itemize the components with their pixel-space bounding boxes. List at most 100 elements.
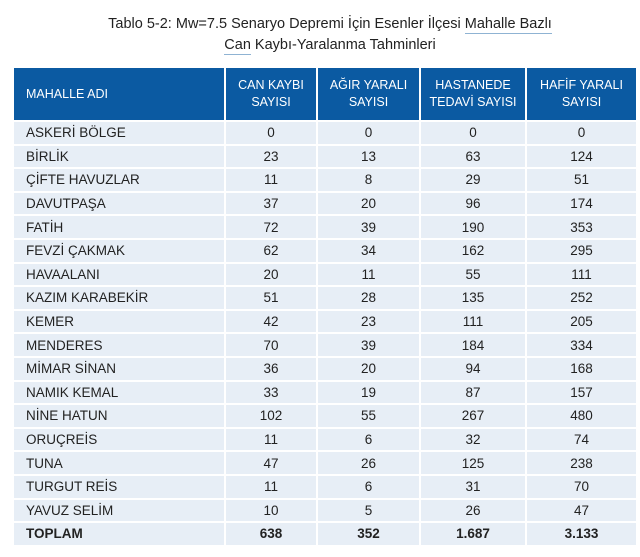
table-row: FATİH 72 39 190 353 bbox=[14, 214, 636, 239]
neighborhood-cell: MENDERES bbox=[14, 332, 225, 357]
value-cell: 70 bbox=[525, 473, 636, 499]
value-cell: 37 bbox=[224, 190, 317, 216]
column-header-text: SAYISI bbox=[348, 95, 389, 109]
value-cell: 0 bbox=[224, 120, 317, 145]
value-cell: 135 bbox=[419, 285, 526, 310]
total-row: TOPLAM 638 352 1.687 3.133 bbox=[14, 521, 636, 545]
column-header: AĞIR YARALI SAYISI bbox=[316, 68, 420, 121]
value-cell: 3.133 bbox=[525, 521, 636, 545]
value-cell: 55 bbox=[419, 261, 526, 287]
neighborhood-cell: ORUÇREİS bbox=[14, 426, 225, 452]
value-cell: 32 bbox=[419, 426, 526, 452]
value-cell: 20 bbox=[316, 355, 420, 381]
value-cell: 96 bbox=[419, 190, 526, 216]
value-cell: 102 bbox=[224, 403, 317, 428]
value-cell: 26 bbox=[316, 450, 420, 475]
table-row: KEMER 42 23 111 205 bbox=[14, 308, 636, 334]
value-cell: 125 bbox=[419, 450, 526, 475]
value-cell: 157 bbox=[525, 379, 636, 405]
table-row: YAVUZ SELİM 10 5 26 47 bbox=[14, 497, 636, 523]
column-header: CAN KAYBI SAYISI bbox=[224, 68, 317, 121]
table-row: ASKERİ BÖLGE 0 0 0 0 bbox=[14, 120, 636, 145]
value-cell: 252 bbox=[525, 285, 636, 310]
value-cell: 29 bbox=[419, 167, 526, 192]
value-cell: 28 bbox=[316, 285, 420, 310]
value-cell: 162 bbox=[419, 237, 526, 263]
value-cell: 184 bbox=[419, 332, 526, 357]
neighborhood-cell: MİMAR SİNAN bbox=[14, 355, 225, 381]
table-row: TURGUT REİS 11 6 31 70 bbox=[14, 473, 636, 499]
table-row: ORUÇREİS 11 6 32 74 bbox=[14, 426, 636, 452]
value-cell: 47 bbox=[224, 450, 317, 475]
value-cell: 23 bbox=[224, 143, 317, 169]
neighborhood-cell: HAVAALANI bbox=[14, 261, 225, 287]
column-header-text: HASTANEDE bbox=[435, 78, 511, 92]
value-cell: 174 bbox=[525, 190, 636, 216]
value-cell: 55 bbox=[316, 403, 420, 428]
neighborhood-cell: TUNA bbox=[14, 450, 225, 475]
caption-text-underlined: Mahalle Bazlı bbox=[464, 16, 552, 34]
value-cell: 0 bbox=[525, 120, 636, 145]
column-header-text: AĞIR YARALI bbox=[329, 78, 408, 92]
value-cell: 94 bbox=[419, 355, 526, 381]
table-row: BİRLİK 23 13 63 124 bbox=[14, 143, 636, 169]
table-header-row: MAHALLE ADI CAN KAYBI SAYISI AĞIR YARALI SAY… bbox=[14, 68, 636, 121]
value-cell: 353 bbox=[525, 214, 636, 239]
value-cell: 205 bbox=[525, 308, 636, 334]
neighborhood-cell: TOPLAM bbox=[14, 521, 225, 545]
value-cell: 62 bbox=[224, 237, 317, 263]
neighborhood-cell: FEVZİ ÇAKMAK bbox=[14, 237, 225, 263]
column-header-text: MAHALLE ADI bbox=[26, 86, 108, 101]
value-cell: 39 bbox=[316, 332, 420, 357]
table-row: KAZIM KARABEKİR 51 28 135 252 bbox=[14, 285, 636, 310]
value-cell: 19 bbox=[316, 379, 420, 405]
value-cell: 26 bbox=[419, 497, 526, 523]
value-cell: 480 bbox=[525, 403, 636, 428]
value-cell: 33 bbox=[224, 379, 317, 405]
value-cell: 13 bbox=[316, 143, 420, 169]
caption-text-underlined: Can bbox=[224, 37, 251, 55]
value-cell: 31 bbox=[419, 473, 526, 499]
value-cell: 11 bbox=[224, 473, 317, 499]
value-cell: 11 bbox=[224, 426, 317, 452]
neighborhood-cell: KEMER bbox=[14, 308, 225, 334]
value-cell: 47 bbox=[525, 497, 636, 523]
column-header-text: HAFİF YARALI bbox=[540, 78, 623, 92]
value-cell: 0 bbox=[419, 120, 526, 145]
value-cell: 63 bbox=[419, 143, 526, 169]
column-header-text: TEDAVİ SAYISI bbox=[429, 95, 517, 109]
value-cell: 20 bbox=[224, 261, 317, 287]
neighborhood-cell: FATİH bbox=[14, 214, 225, 239]
table-row: NAMIK KEMAL 33 19 87 157 bbox=[14, 379, 636, 405]
neighborhood-cell: NİNE HATUN bbox=[14, 403, 225, 428]
column-header: MAHALLE ADI bbox=[14, 68, 225, 121]
value-cell: 23 bbox=[316, 308, 420, 334]
neighborhood-cell: ASKERİ BÖLGE bbox=[14, 120, 225, 145]
value-cell: 70 bbox=[224, 332, 317, 357]
neighborhood-cell: KAZIM KARABEKİR bbox=[14, 285, 225, 310]
value-cell: 5 bbox=[316, 497, 420, 523]
caption-text: Tablo 5-2: Mw=7.5 Senaryo Depremi İçin E… bbox=[108, 16, 465, 32]
column-header: HASTANEDE TEDAVİ SAYISI bbox=[419, 68, 526, 121]
value-cell: 267 bbox=[419, 403, 526, 428]
value-cell: 36 bbox=[224, 355, 317, 381]
value-cell: 111 bbox=[525, 261, 636, 287]
value-cell: 74 bbox=[525, 426, 636, 452]
neighborhood-cell: DAVUTPAŞA bbox=[14, 190, 225, 216]
table-row: TUNA 47 26 125 238 bbox=[14, 450, 636, 475]
table-row: FEVZİ ÇAKMAK 62 34 162 295 bbox=[14, 237, 636, 263]
value-cell: 72 bbox=[224, 214, 317, 239]
column-header: HAFİF YARALI SAYISI bbox=[525, 68, 636, 121]
table-caption: Tablo 5-2: Mw=7.5 Senaryo Depremi İçin E… bbox=[0, 14, 640, 56]
casualty-table: MAHALLE ADI CAN KAYBI SAYISI AĞIR YARALI SAY… bbox=[14, 68, 636, 545]
table-row: HAVAALANI 20 11 55 111 bbox=[14, 261, 636, 287]
value-cell: 11 bbox=[224, 167, 317, 192]
value-cell: 51 bbox=[525, 167, 636, 192]
neighborhood-cell: BİRLİK bbox=[14, 143, 225, 169]
value-cell: 6 bbox=[316, 473, 420, 499]
value-cell: 190 bbox=[419, 214, 526, 239]
table-row: NİNE HATUN 102 55 267 480 bbox=[14, 403, 636, 428]
value-cell: 20 bbox=[316, 190, 420, 216]
value-cell: 124 bbox=[525, 143, 636, 169]
value-cell: 334 bbox=[525, 332, 636, 357]
